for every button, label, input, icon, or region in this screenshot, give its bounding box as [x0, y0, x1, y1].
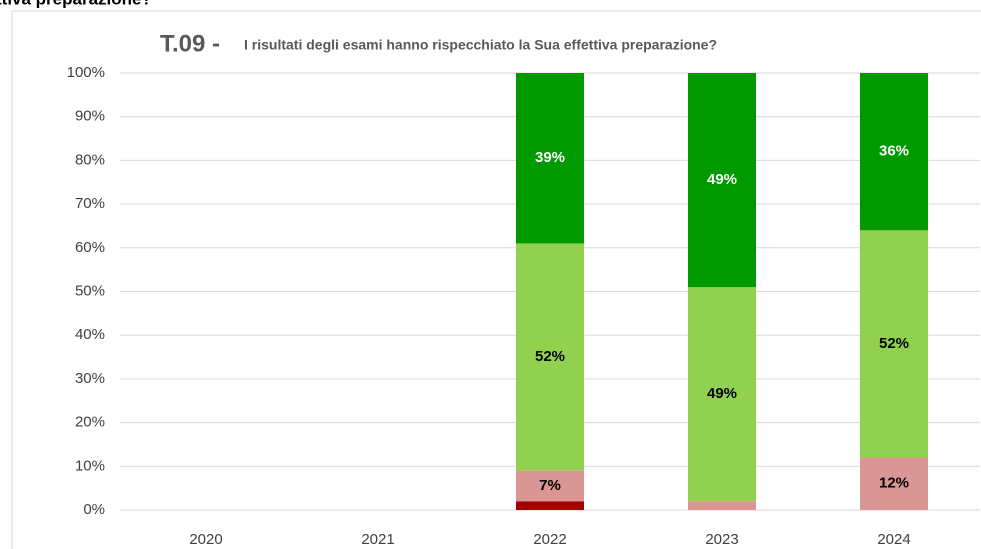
x-tick-label: 2021 — [361, 531, 394, 548]
page-heading: ttiva preparazione? — [0, 0, 152, 8]
bar-segment — [516, 501, 584, 510]
data-label: 7% — [539, 477, 561, 494]
x-tick-label: 2023 — [705, 531, 738, 548]
x-tick-label: 2024 — [877, 531, 910, 548]
title-code: T.09 - — [160, 30, 220, 57]
y-tick-label: 100% — [67, 64, 105, 81]
data-label: 52% — [879, 335, 909, 352]
y-tick-label: 70% — [75, 195, 105, 212]
bar-segment — [860, 230, 928, 458]
bar-segment — [860, 73, 928, 231]
bar-segment — [860, 457, 928, 510]
bar-segment — [516, 470, 584, 502]
data-label: 12% — [879, 475, 909, 492]
y-tick-label: 90% — [75, 108, 105, 125]
bar-segment — [516, 243, 584, 471]
y-tick-label: 0% — [83, 501, 105, 518]
chart-title: I risultati degli esami hanno rispecchia… — [244, 37, 717, 53]
y-tick-label: 20% — [75, 414, 105, 431]
data-label: 39% — [535, 149, 565, 166]
y-tick-label: 50% — [75, 282, 105, 299]
data-label: 52% — [535, 348, 565, 365]
y-tick-label: 80% — [75, 151, 105, 168]
y-tick-label: 10% — [75, 457, 105, 474]
y-tick-label: 60% — [75, 239, 105, 256]
data-label: 49% — [707, 171, 737, 188]
y-tick-label: 40% — [75, 326, 105, 343]
data-label: 49% — [707, 385, 737, 402]
data-label: 36% — [879, 143, 909, 160]
x-tick-label: 2022 — [533, 531, 566, 548]
chart-frame — [11, 10, 981, 549]
bar-segment — [688, 73, 756, 288]
y-tick-label: 30% — [75, 370, 105, 387]
bar-segment — [688, 501, 756, 510]
bar-segment — [688, 287, 756, 502]
x-tick-label: 2020 — [189, 531, 222, 548]
bar-segment — [516, 73, 584, 244]
